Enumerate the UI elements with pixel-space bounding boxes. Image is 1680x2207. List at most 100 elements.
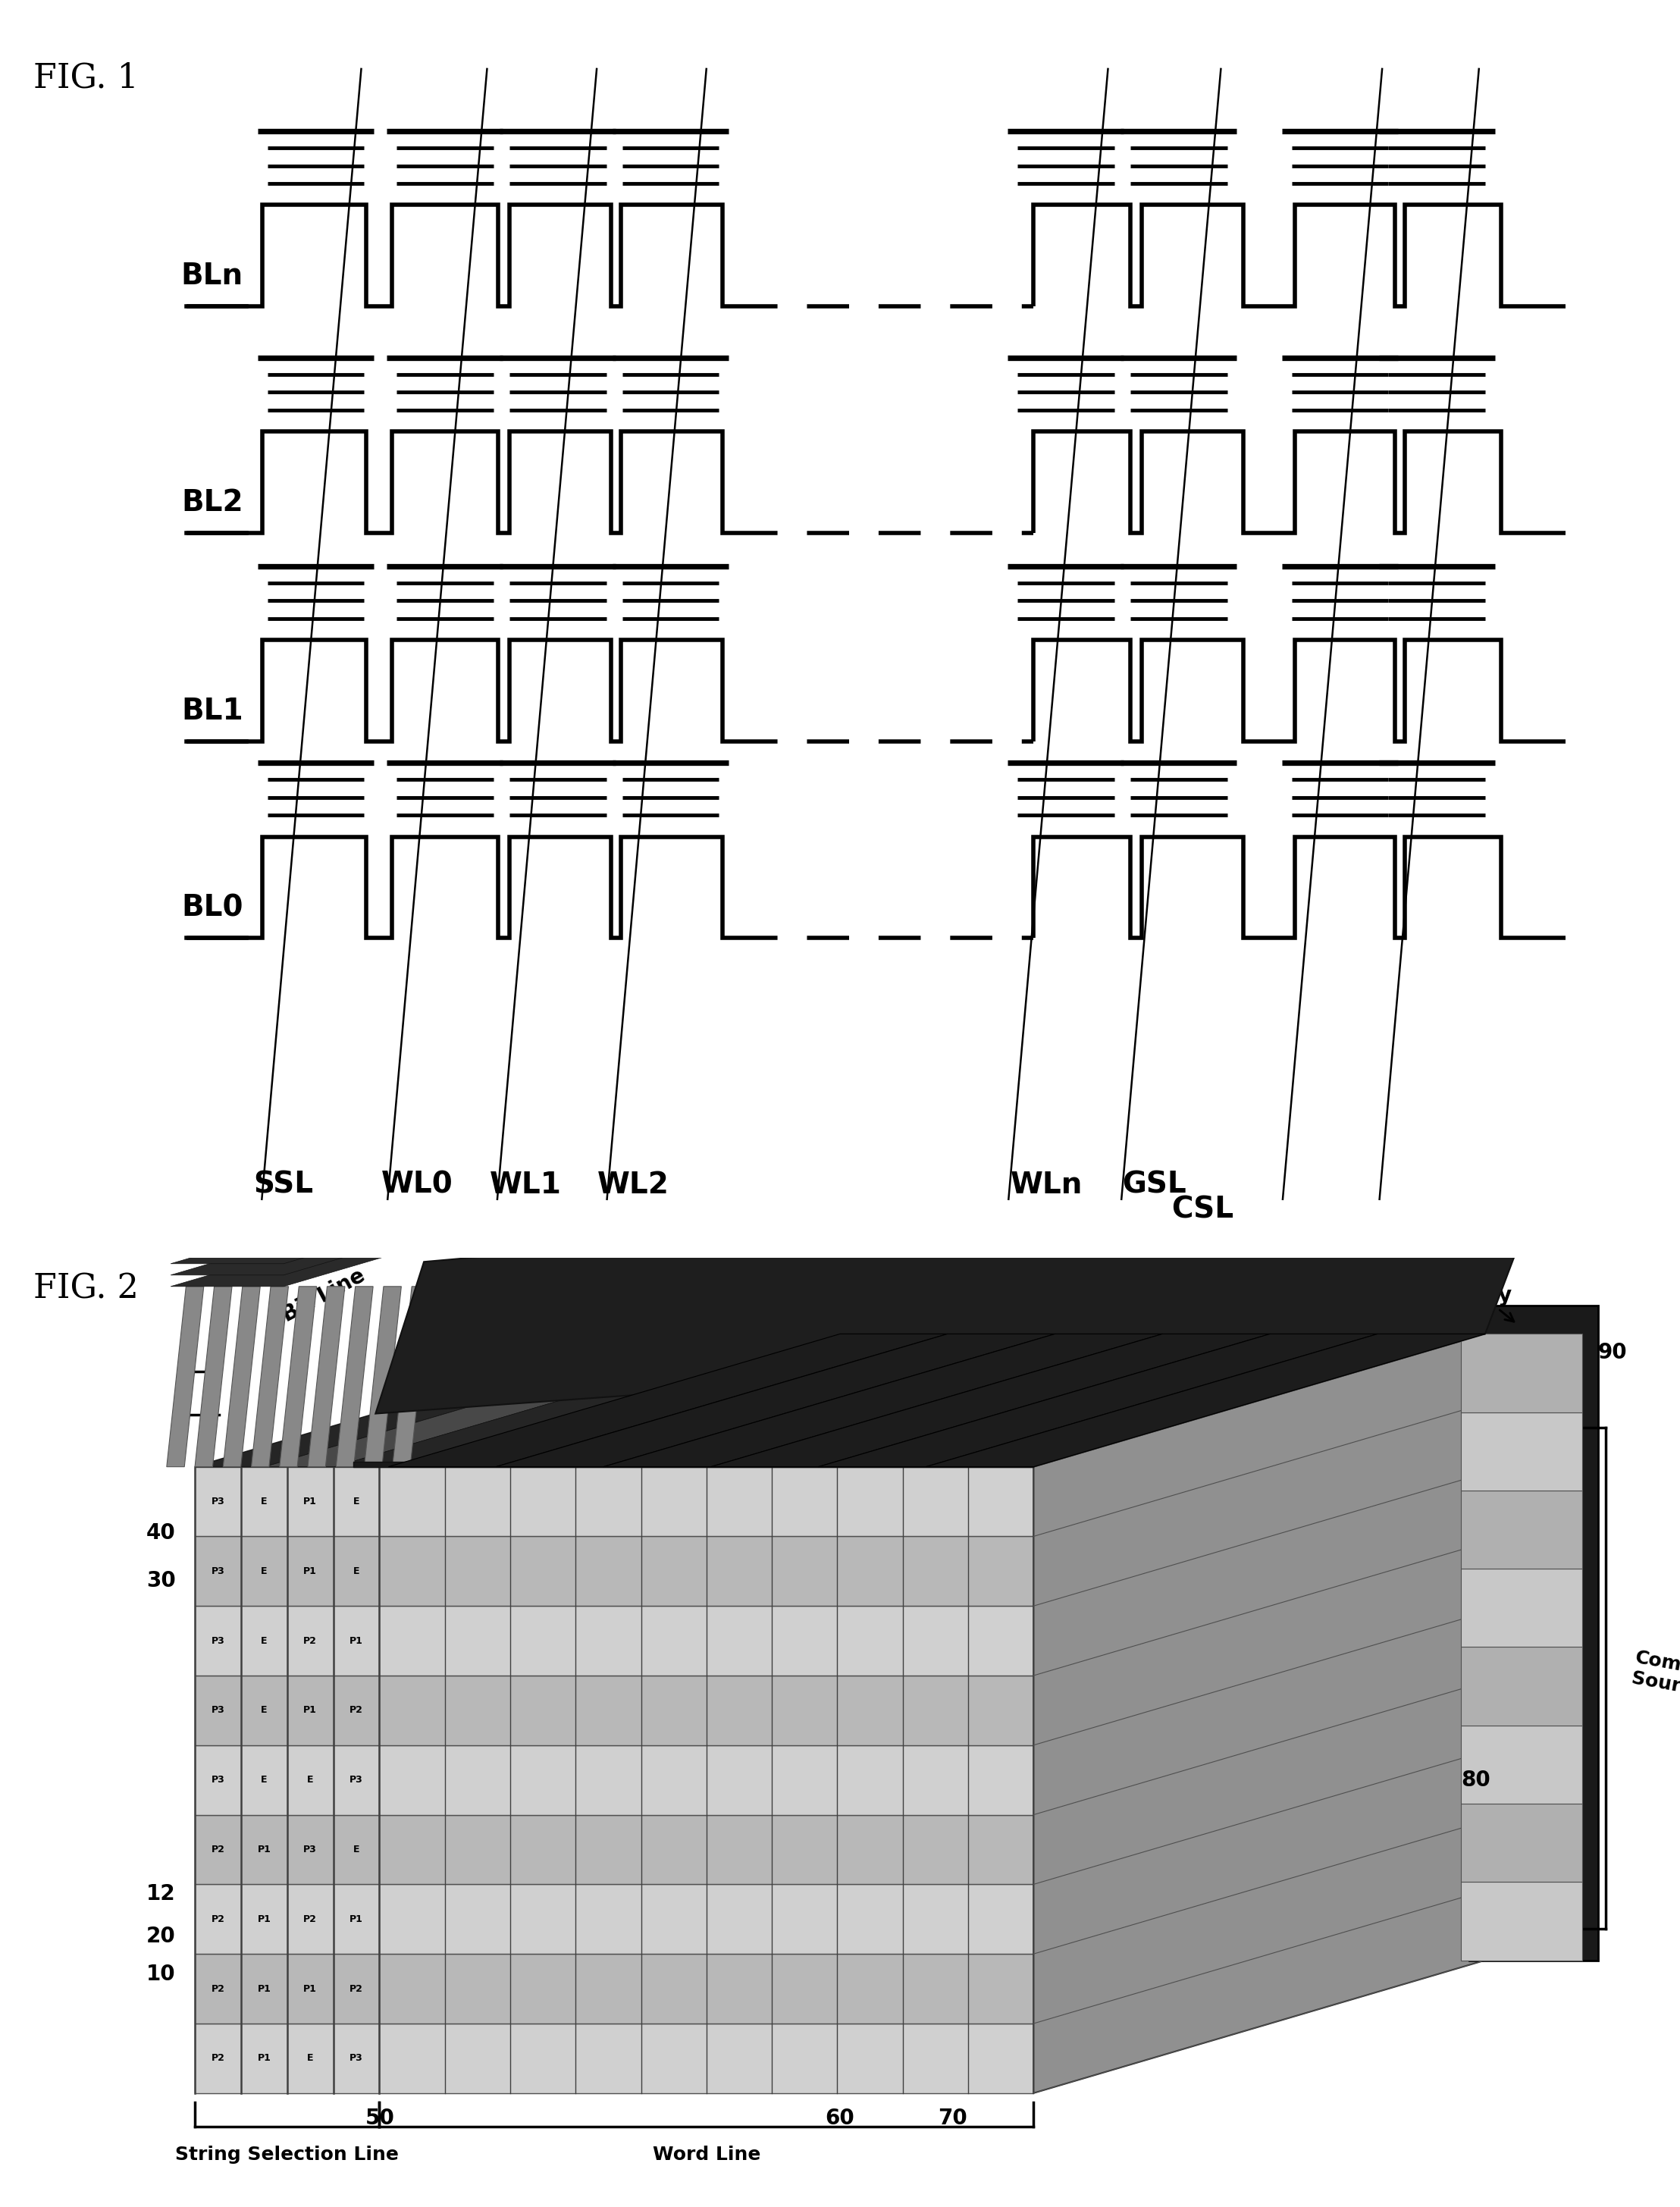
Polygon shape (754, 1333, 1275, 1468)
Polygon shape (376, 1163, 1549, 1415)
Polygon shape (252, 1287, 289, 1468)
Text: E: E (260, 1774, 267, 1785)
Polygon shape (195, 1885, 1033, 1953)
Polygon shape (171, 1139, 667, 1251)
Polygon shape (1462, 1803, 1583, 1883)
Polygon shape (1462, 1646, 1583, 1726)
Polygon shape (603, 1333, 1163, 1468)
Text: 90: 90 (1598, 1342, 1628, 1364)
Polygon shape (171, 1081, 667, 1196)
Text: E: E (353, 1567, 360, 1576)
Text: P1: P1 (257, 2053, 270, 2064)
Polygon shape (336, 1287, 373, 1468)
Polygon shape (818, 1333, 1378, 1468)
Text: BL2: BL2 (181, 488, 244, 516)
Polygon shape (388, 1333, 948, 1468)
Text: 12: 12 (146, 1883, 175, 1905)
Polygon shape (195, 1333, 1485, 1468)
Text: WL1: WL1 (489, 1170, 561, 1198)
Polygon shape (195, 1675, 1033, 1746)
Polygon shape (926, 1333, 1485, 1468)
Polygon shape (279, 1287, 316, 1468)
Text: BLn: BLn (181, 263, 244, 291)
Text: P3: P3 (304, 1845, 318, 1854)
Text: FIG. 2: FIG. 2 (34, 1271, 139, 1304)
Polygon shape (1462, 1333, 1583, 1412)
Text: P2: P2 (304, 1913, 318, 1925)
Polygon shape (1468, 1304, 1598, 1960)
Text: E: E (353, 1496, 360, 1507)
Polygon shape (195, 1953, 1033, 2024)
Polygon shape (171, 1095, 667, 1207)
Polygon shape (823, 1333, 1346, 1468)
Polygon shape (195, 2024, 1033, 2092)
Text: CSL: CSL (1171, 1196, 1235, 1225)
Text: BL1: BL1 (181, 697, 244, 726)
Polygon shape (307, 1287, 344, 1468)
Text: P3: P3 (349, 2053, 363, 2064)
Text: GSL: GSL (1122, 1170, 1186, 1198)
Text: P1: P1 (257, 1845, 270, 1854)
Polygon shape (166, 1287, 203, 1468)
Text: P3: P3 (212, 1706, 225, 1715)
Polygon shape (353, 1461, 1033, 1468)
Polygon shape (223, 1287, 260, 1468)
Text: P2: P2 (212, 2053, 225, 2064)
Polygon shape (195, 1746, 1033, 1814)
Polygon shape (195, 1607, 1033, 1675)
Text: WL0: WL0 (381, 1170, 454, 1198)
Text: P2: P2 (349, 1984, 363, 1993)
Text: P2: P2 (212, 1845, 225, 1854)
Polygon shape (171, 1150, 667, 1265)
Polygon shape (171, 1106, 667, 1218)
Text: SSL: SSL (254, 1170, 314, 1198)
Polygon shape (171, 1174, 667, 1287)
Text: 30: 30 (146, 1569, 175, 1591)
Text: P1: P1 (304, 1706, 318, 1715)
Text: P3: P3 (212, 1635, 225, 1646)
Text: E: E (307, 1774, 314, 1785)
Text: BL0: BL0 (181, 894, 244, 923)
Polygon shape (195, 1536, 1033, 1607)
Polygon shape (195, 1333, 716, 1468)
Text: Common
Source Line: Common Source Line (1630, 1649, 1680, 1708)
Polygon shape (1462, 1726, 1583, 1803)
Polygon shape (195, 1287, 232, 1468)
Text: P1: P1 (257, 1913, 270, 1925)
Text: WL2: WL2 (598, 1170, 670, 1198)
Text: 80: 80 (1462, 1770, 1490, 1790)
Text: P1: P1 (349, 1913, 363, 1925)
Polygon shape (1462, 1569, 1583, 1646)
Polygon shape (684, 1333, 1206, 1468)
Text: P2: P2 (304, 1635, 318, 1646)
Polygon shape (496, 1333, 1055, 1468)
Polygon shape (393, 1287, 430, 1468)
Text: 20: 20 (146, 1927, 175, 1947)
Polygon shape (1462, 1490, 1583, 1569)
Text: Ground Selection Line: Ground Selection Line (838, 1309, 1126, 1373)
Polygon shape (1033, 1333, 1485, 2092)
Text: P1: P1 (304, 1567, 318, 1576)
Text: 40: 40 (146, 1523, 175, 1545)
Polygon shape (171, 1163, 667, 1276)
Polygon shape (195, 1814, 1033, 1885)
Polygon shape (615, 1333, 1136, 1468)
Text: P1: P1 (349, 1635, 363, 1646)
Polygon shape (1462, 1883, 1583, 1960)
Polygon shape (171, 1117, 667, 1229)
Text: String Selection Line: String Selection Line (175, 2145, 398, 2163)
Text: E: E (307, 2053, 314, 2064)
Polygon shape (1462, 1412, 1583, 1490)
Polygon shape (195, 1468, 1033, 1536)
Text: 10: 10 (146, 1964, 175, 1984)
Polygon shape (265, 1333, 786, 1468)
Text: E: E (260, 1496, 267, 1507)
Text: E: E (260, 1567, 267, 1576)
Polygon shape (171, 1128, 667, 1240)
Text: P2: P2 (212, 1913, 225, 1925)
Text: 50: 50 (366, 2108, 395, 2128)
Text: P1: P1 (304, 1496, 318, 1507)
Text: FIG. 1: FIG. 1 (34, 62, 139, 95)
Text: E: E (353, 1845, 360, 1854)
Polygon shape (544, 1333, 1065, 1468)
